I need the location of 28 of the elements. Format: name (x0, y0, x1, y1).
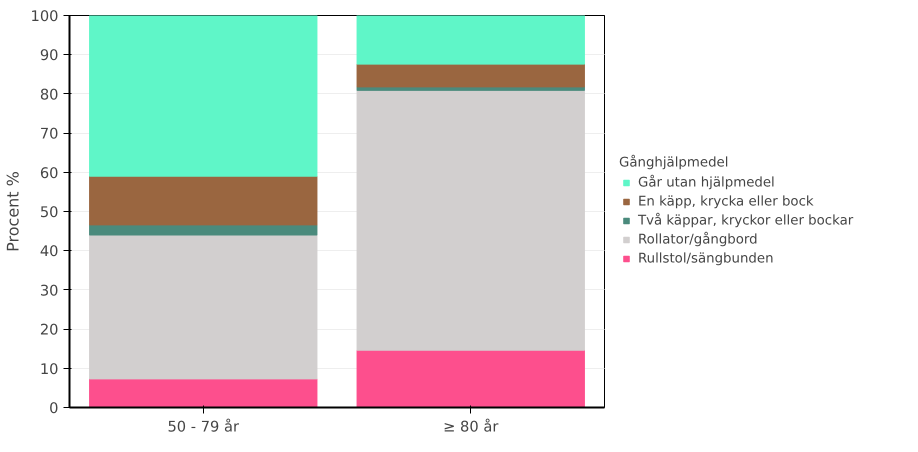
y-tick-label: 30 (40, 282, 59, 300)
x-tick-label: 50 - 79 år (167, 418, 240, 436)
y-tick-label: 60 (40, 164, 59, 182)
bar (356, 16, 585, 65)
y-tick-label: 10 (40, 360, 59, 378)
y-tick-label: 80 (40, 86, 59, 104)
legend-label: Rullstol/sängbunden (638, 251, 774, 266)
legend-title: Gånghjälpmedel (619, 155, 730, 170)
y-tick-label: 50 (40, 204, 59, 221)
y-tick-label: 90 (40, 47, 59, 64)
bar (89, 234, 318, 380)
bar (89, 378, 318, 408)
bar (89, 16, 318, 177)
legend-label: Rollator/gångbord (638, 232, 758, 247)
bar (356, 64, 585, 88)
y-tick-label: 70 (40, 126, 59, 143)
y-tick-label: 40 (40, 243, 59, 260)
y-axis-title: Procent % (4, 171, 23, 252)
y-tick-label: 0 (49, 400, 59, 417)
y-tick-label: 100 (30, 8, 59, 25)
bar (356, 350, 585, 408)
bar (356, 90, 585, 351)
legend-label: En käpp, krycka eller bock (638, 194, 814, 209)
legend-label: Två käppar, kryckor eller bockar (638, 213, 854, 228)
x-tick-label: ≥ 80 år (443, 418, 500, 436)
y-tick-label: 20 (40, 322, 59, 339)
bar (89, 176, 318, 226)
legend-label: Går utan hjälpmedel (638, 175, 775, 190)
